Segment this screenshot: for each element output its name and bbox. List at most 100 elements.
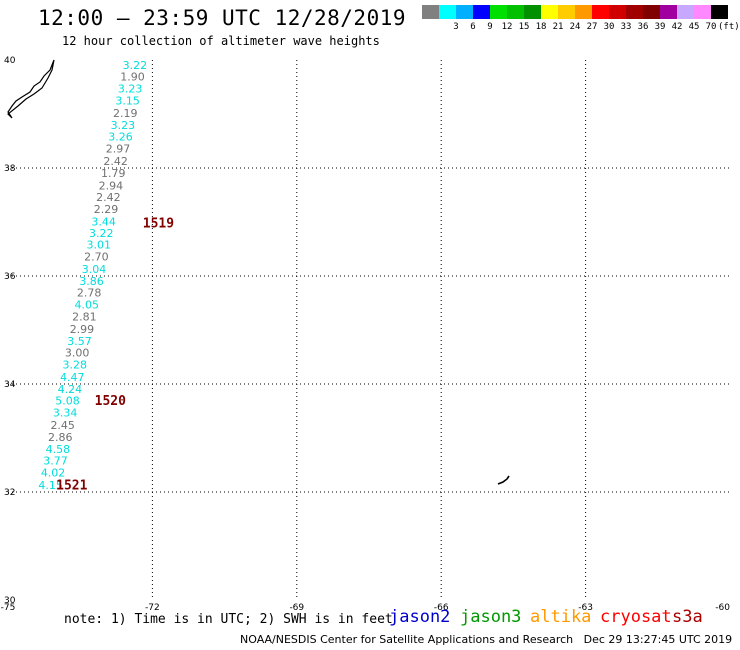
legend-swatch xyxy=(609,5,626,19)
timestamp-text: Dec 29 13:27:45 UTC 2019 xyxy=(583,633,733,646)
wave-height-label: 4.05 xyxy=(75,299,100,312)
wave-height-label: 3.00 xyxy=(65,347,90,360)
legend-swatch xyxy=(677,5,694,19)
wave-height-label: 3.01 xyxy=(87,239,112,252)
wave-height-label: 2.19 xyxy=(113,107,138,120)
legend-label: 36 xyxy=(637,22,649,32)
note-text: note: 1) Time is in UTC; 2) SWH is in fe… xyxy=(64,612,393,627)
legend-label: 24 xyxy=(569,22,581,32)
x-tick-label: -72 xyxy=(145,603,160,613)
legend-swatch xyxy=(558,5,575,19)
legend-label: 27 xyxy=(586,22,598,32)
wave-height-label: 3.23 xyxy=(118,83,143,96)
legend-swatch xyxy=(524,5,541,19)
legend-swatch xyxy=(711,5,728,19)
wave-height-label: 3.28 xyxy=(62,359,87,372)
wave-height-label: 2.97 xyxy=(106,143,131,156)
legend-label: (ft) xyxy=(718,22,740,32)
time-label: 1521 xyxy=(56,478,87,493)
legend-label: 42 xyxy=(671,22,683,32)
legend-label: 9 xyxy=(487,22,493,32)
legend-label: 18 xyxy=(535,22,547,32)
wave-height-label: 4.15 xyxy=(38,479,63,492)
chart-title: 12:00 – 23:59 UTC 12/28/2019 xyxy=(38,6,407,30)
legend-label: 39 xyxy=(654,22,666,32)
wave-height-label: 5.08 xyxy=(55,395,80,408)
wave-height-label: 2.70 xyxy=(84,251,109,264)
legend-swatch xyxy=(660,5,677,19)
legend-swatch xyxy=(626,5,643,19)
x-tick-label: -66 xyxy=(434,603,449,613)
y-tick-label: 32 xyxy=(4,488,15,498)
legend-swatch xyxy=(541,5,558,19)
x-tick-label: -60 xyxy=(715,603,730,613)
island-path xyxy=(497,475,510,485)
y-tick-label: 36 xyxy=(4,272,16,282)
legend-swatch xyxy=(575,5,592,19)
wave-height-label: 2.45 xyxy=(50,419,75,432)
y-tick-label: 34 xyxy=(4,380,16,390)
x-tick-label: -63 xyxy=(578,603,593,613)
legend-swatch xyxy=(473,5,490,19)
legend-label: 6 xyxy=(470,22,476,32)
wave-height-label: 3.34 xyxy=(53,407,78,420)
wave-height-label: 4.02 xyxy=(41,467,66,480)
wave-height-label: 2.81 xyxy=(72,311,97,324)
wave-height-label: 3.22 xyxy=(123,59,148,72)
wave-height-label: 1.90 xyxy=(120,71,145,84)
y-tick-label: 30 xyxy=(4,596,16,606)
color-scale-legend: 3 6 9 12 15 18 21 24 27 30 33 36 39 42 45 70 (ft) xyxy=(422,5,740,41)
wave-height-label: 3.44 xyxy=(91,215,116,228)
x-tick-label: -69 xyxy=(289,603,304,613)
satellite-jason3: jason3 xyxy=(460,607,522,627)
legend-swatch xyxy=(490,5,507,19)
legend-label: 33 xyxy=(620,22,632,32)
legend-swatch xyxy=(694,5,711,19)
y-tick-label: 40 xyxy=(4,56,16,66)
wave-height-label: 2.86 xyxy=(48,431,73,444)
wave-height-label: 3.15 xyxy=(115,95,140,108)
legend-swatch xyxy=(507,5,524,19)
wave-height-label: 3.86 xyxy=(79,275,104,288)
wave-height-label: 3.04 xyxy=(82,263,107,276)
wave-height-label: 3.57 xyxy=(67,335,92,348)
legend-label: 21 xyxy=(552,22,564,32)
wave-height-label: 4.58 xyxy=(46,443,71,456)
satellite-altika: altika xyxy=(530,607,592,627)
wave-height-label: 4.47 xyxy=(60,371,85,384)
legend-swatch xyxy=(643,5,660,19)
legend-swatch xyxy=(592,5,609,19)
legend-swatch xyxy=(422,5,439,19)
legend-swatch xyxy=(439,5,456,19)
footer-credit: NOAA/NESDIS Center for Satellite Applica… xyxy=(240,633,732,646)
time-label: 1520 xyxy=(95,394,126,409)
legend-label: 70 xyxy=(705,22,717,32)
wave-height-label: 4.24 xyxy=(58,383,83,396)
wave-height-label: 3.77 xyxy=(43,455,68,468)
legend-label: 15 xyxy=(518,22,530,32)
coastline-path xyxy=(7,59,55,119)
wave-height-label: 3.26 xyxy=(108,131,133,144)
legend-label: 3 xyxy=(453,22,459,32)
time-label: 1519 xyxy=(143,217,174,232)
legend-label: 12 xyxy=(501,22,513,32)
y-tick-label: 38 xyxy=(4,164,16,174)
wave-height-label: 3.23 xyxy=(111,119,136,132)
wave-height-label: 2.42 xyxy=(103,155,128,168)
chart-subtitle: 12 hour collection of altimeter wave hei… xyxy=(62,34,380,48)
satellite-cryosat: cryosat xyxy=(600,607,672,627)
legend-swatch xyxy=(456,5,473,19)
wave-height-label: 2.99 xyxy=(70,323,95,336)
wave-height-label: 2.42 xyxy=(96,191,121,204)
wave-height-label: 3.22 xyxy=(89,227,114,240)
wave-height-label: 2.78 xyxy=(77,287,102,300)
legend-label: 45 xyxy=(688,22,700,32)
legend-label: 30 xyxy=(603,22,615,32)
satellite-jason2: jason2 xyxy=(389,607,451,627)
wave-height-label: 1.79 xyxy=(101,167,126,180)
wave-height-label: 2.94 xyxy=(99,179,124,192)
credit-text: NOAA/NESDIS Center for Satellite Applica… xyxy=(240,633,574,646)
satellite-s3a: s3a xyxy=(672,607,703,627)
